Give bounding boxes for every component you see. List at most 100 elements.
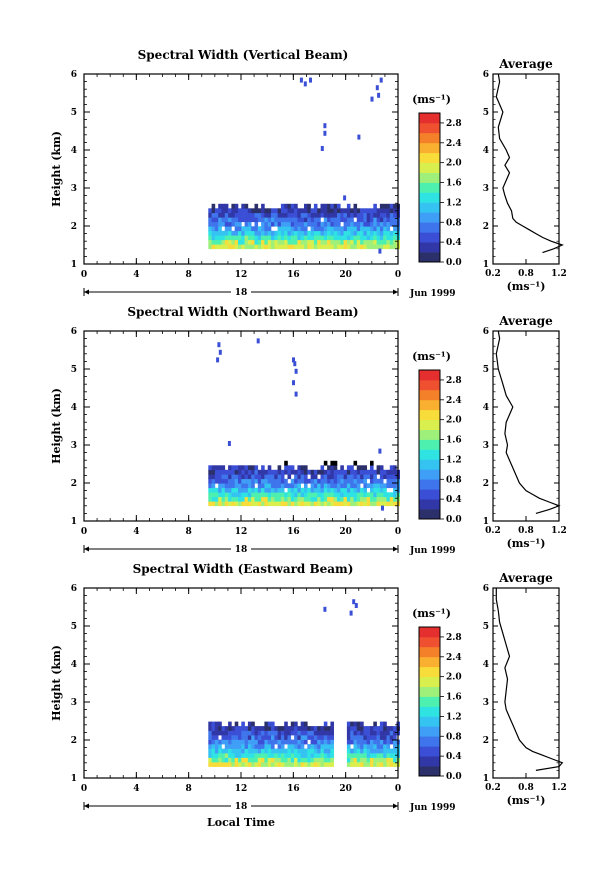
echo-cell	[317, 239, 321, 245]
echo-cell	[353, 230, 358, 236]
echo-cell	[300, 487, 305, 493]
echo-cell	[317, 501, 321, 507]
echo-cell	[277, 492, 282, 498]
echo-cell	[389, 478, 394, 484]
echo-cell	[280, 235, 285, 241]
echo-cell	[244, 203, 249, 209]
echo-cell	[346, 730, 351, 736]
echo-cell	[389, 739, 394, 745]
echo-cell	[254, 501, 259, 507]
echo-cell	[274, 217, 278, 223]
echo-cell	[360, 748, 364, 754]
echo-cell	[370, 739, 374, 745]
echo-cell	[238, 735, 242, 740]
sparse-point	[217, 342, 221, 348]
echo-cell	[267, 469, 272, 475]
echo-cell	[327, 744, 331, 749]
echo-cell	[310, 726, 315, 731]
echo-cell	[323, 753, 328, 758]
echo-cell	[218, 239, 222, 245]
echo-cell	[393, 753, 397, 758]
echo-cell	[241, 744, 245, 749]
echo-cell	[307, 478, 311, 484]
echo-cell	[393, 735, 397, 740]
echo-cell	[238, 221, 242, 227]
echo-cell	[277, 501, 282, 507]
colorbar-band	[419, 152, 440, 163]
echo-cell	[389, 469, 394, 475]
echo-cell	[297, 757, 301, 763]
echo-cell	[208, 721, 212, 727]
echo-cell	[228, 744, 232, 749]
echo-cell	[376, 465, 381, 471]
echo-cell	[386, 208, 391, 214]
echo-cell	[274, 235, 278, 241]
echo-cell	[330, 487, 334, 493]
echo-cell	[224, 203, 229, 209]
echo-cell	[389, 501, 394, 507]
echo-cell	[261, 483, 265, 489]
echo-cell	[300, 735, 305, 740]
average-y-tick-label: 2	[483, 222, 489, 232]
echo-cell	[360, 212, 364, 218]
echo-cell	[238, 483, 242, 489]
echo-cell	[360, 469, 364, 475]
echo-cell	[267, 235, 272, 241]
echo-cell	[330, 226, 334, 232]
echo-cell	[356, 469, 361, 475]
echo-cell	[313, 226, 318, 232]
echo-cell	[343, 496, 348, 502]
echo-cell	[386, 217, 391, 223]
echo-cell	[337, 226, 341, 232]
echo-cell	[343, 226, 348, 232]
echo-cell	[333, 496, 338, 502]
echo-cell	[261, 757, 265, 763]
echo-cell	[373, 208, 377, 214]
echo-cell	[267, 244, 272, 250]
echo-cell	[320, 501, 325, 507]
echo-cell	[343, 478, 348, 484]
average-title: Average	[498, 571, 553, 585]
echo-cell	[366, 753, 371, 758]
echo-cell	[386, 483, 391, 489]
echo-cell	[373, 757, 377, 763]
echo-cell	[221, 757, 226, 763]
echo-cell	[379, 753, 384, 758]
echo-cell	[254, 221, 259, 227]
echo-cell	[363, 244, 367, 250]
echo-cell	[280, 744, 285, 749]
echo-cell	[343, 208, 348, 214]
echo-cell	[290, 217, 295, 223]
average-y-tick-label: 6	[483, 327, 489, 337]
echo-cell	[231, 212, 235, 218]
echo-cell	[379, 483, 384, 489]
echo-cell	[346, 235, 351, 241]
echo-cell	[257, 748, 262, 754]
echo-cell	[353, 726, 358, 731]
echo-cell	[313, 492, 318, 498]
echo-cell	[228, 469, 232, 475]
echo-cell	[287, 217, 292, 223]
echo-cell	[363, 748, 367, 754]
echo-cell	[228, 501, 232, 507]
echo-cell	[218, 244, 222, 250]
echo-cell	[254, 217, 259, 223]
echo-cell	[284, 753, 288, 758]
echo-cell	[234, 487, 239, 493]
echo-cell	[313, 478, 318, 484]
echo-cell	[284, 208, 288, 214]
echo-cell	[310, 748, 315, 754]
echo-cell	[221, 730, 226, 736]
echo-cell	[304, 217, 308, 223]
echo-cell	[350, 753, 354, 758]
echo-cell	[346, 721, 351, 727]
echo-cell	[353, 739, 358, 745]
sparse-point	[354, 603, 358, 608]
echo-cell	[363, 239, 367, 245]
average-y-tick-label: 1	[483, 260, 489, 270]
colorbar-band	[419, 429, 440, 440]
echo-cell	[343, 501, 348, 507]
colorbar-label: (ms⁻¹)	[412, 93, 451, 106]
echo-cell	[330, 721, 334, 727]
